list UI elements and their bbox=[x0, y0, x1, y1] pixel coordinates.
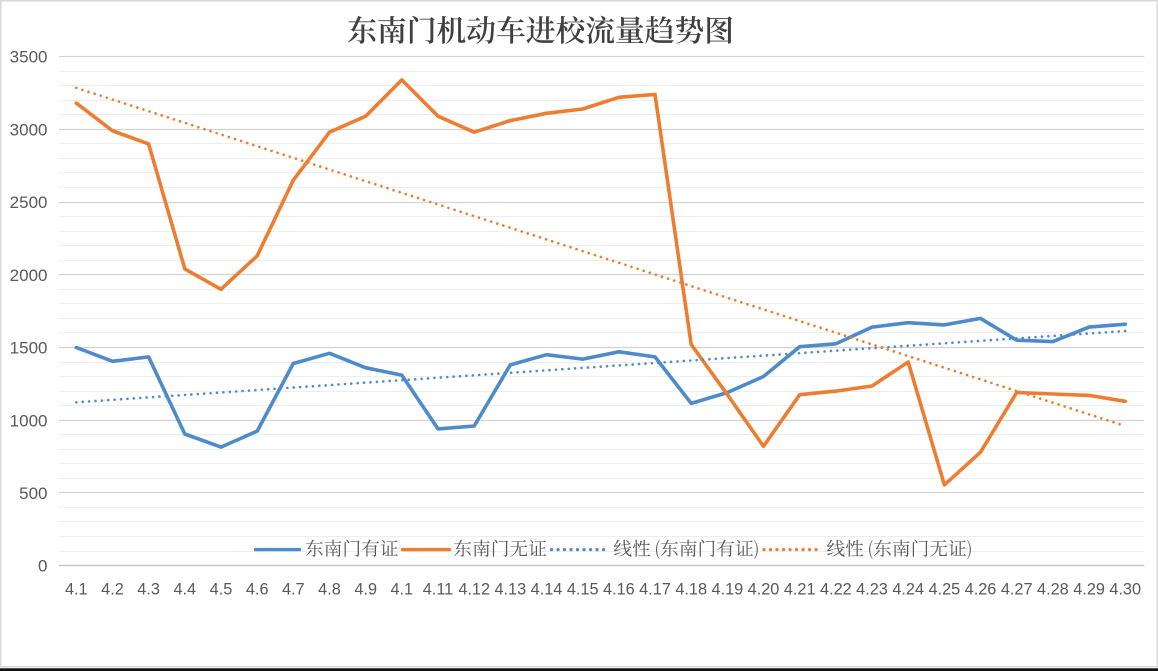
svg-text:2500: 2500 bbox=[10, 193, 48, 212]
svg-text:3000: 3000 bbox=[10, 120, 48, 139]
svg-text:4.11: 4.11 bbox=[423, 581, 453, 599]
svg-text:4.2: 4.2 bbox=[101, 581, 124, 599]
svg-text:4.27: 4.27 bbox=[1001, 581, 1033, 599]
svg-text:1000: 1000 bbox=[10, 411, 48, 430]
svg-text:4.1: 4.1 bbox=[65, 581, 88, 599]
svg-text:3500: 3500 bbox=[10, 48, 48, 67]
svg-text:4.24: 4.24 bbox=[892, 581, 924, 599]
svg-text:4.18: 4.18 bbox=[675, 581, 707, 599]
svg-text:4.21: 4.21 bbox=[784, 581, 816, 599]
svg-text:4.6: 4.6 bbox=[246, 581, 269, 599]
svg-text:4.28: 4.28 bbox=[1037, 581, 1069, 599]
svg-text:4.26: 4.26 bbox=[965, 581, 997, 599]
svg-text:4.9: 4.9 bbox=[354, 581, 377, 599]
svg-text:2000: 2000 bbox=[10, 266, 48, 285]
svg-text:4.8: 4.8 bbox=[318, 581, 341, 599]
svg-text:4.3: 4.3 bbox=[137, 581, 160, 599]
svg-text:4.7: 4.7 bbox=[282, 581, 305, 599]
svg-text:4.19: 4.19 bbox=[712, 581, 744, 599]
svg-text:4.22: 4.22 bbox=[820, 581, 852, 599]
svg-text:4.25: 4.25 bbox=[929, 581, 961, 599]
svg-text:4.16: 4.16 bbox=[603, 581, 635, 599]
svg-text:4.4: 4.4 bbox=[173, 581, 196, 599]
svg-text:4.29: 4.29 bbox=[1073, 581, 1105, 599]
svg-text:4.5: 4.5 bbox=[210, 581, 233, 599]
svg-text:500: 500 bbox=[19, 484, 47, 503]
svg-text:4.13: 4.13 bbox=[494, 581, 526, 599]
svg-text:0: 0 bbox=[38, 557, 47, 576]
svg-text:4.23: 4.23 bbox=[856, 581, 888, 599]
svg-text:1500: 1500 bbox=[10, 339, 48, 358]
svg-text:4.15: 4.15 bbox=[567, 581, 599, 599]
svg-text:4.1: 4.1 bbox=[390, 581, 413, 599]
svg-text:4.30: 4.30 bbox=[1109, 581, 1141, 599]
svg-text:4.14: 4.14 bbox=[531, 581, 563, 599]
svg-text:4.20: 4.20 bbox=[748, 581, 780, 599]
svg-text:4.17: 4.17 bbox=[639, 581, 671, 599]
svg-text:4.12: 4.12 bbox=[458, 581, 490, 599]
